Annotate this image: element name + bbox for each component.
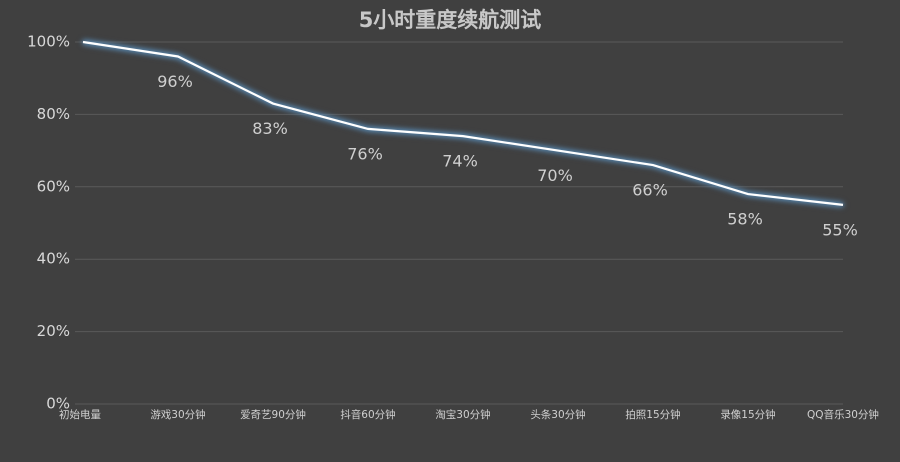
value-label: 83% bbox=[252, 119, 288, 138]
value-label: 58% bbox=[727, 210, 763, 229]
y-tick-label: 100% bbox=[27, 33, 70, 51]
x-tick-label: 拍照15分钟 bbox=[625, 408, 680, 421]
x-tick-label: 初始电量 bbox=[59, 408, 101, 421]
value-label: 96% bbox=[157, 72, 193, 91]
value-label: 55% bbox=[822, 220, 858, 239]
chart-title: 5小时重度续航测试 bbox=[359, 8, 542, 32]
y-tick-label: 40% bbox=[37, 250, 70, 268]
y-tick-label: 80% bbox=[37, 105, 70, 123]
value-label: 66% bbox=[632, 181, 668, 200]
x-tick-label: 录像15分钟 bbox=[720, 408, 775, 421]
x-tick-label: 抖音60分钟 bbox=[340, 408, 395, 421]
data-line bbox=[82, 40, 844, 206]
value-label: 70% bbox=[537, 166, 573, 185]
y-tick-label: 60% bbox=[37, 177, 70, 195]
x-tick-label: QQ音乐30分钟 bbox=[807, 408, 879, 421]
y-tick-label: 0% bbox=[46, 395, 70, 413]
x-tick-label: 头条30分钟 bbox=[530, 408, 585, 421]
y-tick-label: 20% bbox=[37, 322, 70, 340]
x-tick-label: 淘宝30分钟 bbox=[435, 408, 490, 421]
x-tick-label: 游戏30分钟 bbox=[150, 408, 205, 421]
value-label: 74% bbox=[442, 152, 478, 171]
value-label: 76% bbox=[347, 144, 383, 163]
x-tick-label: 爱奇艺90分钟 bbox=[240, 408, 306, 421]
